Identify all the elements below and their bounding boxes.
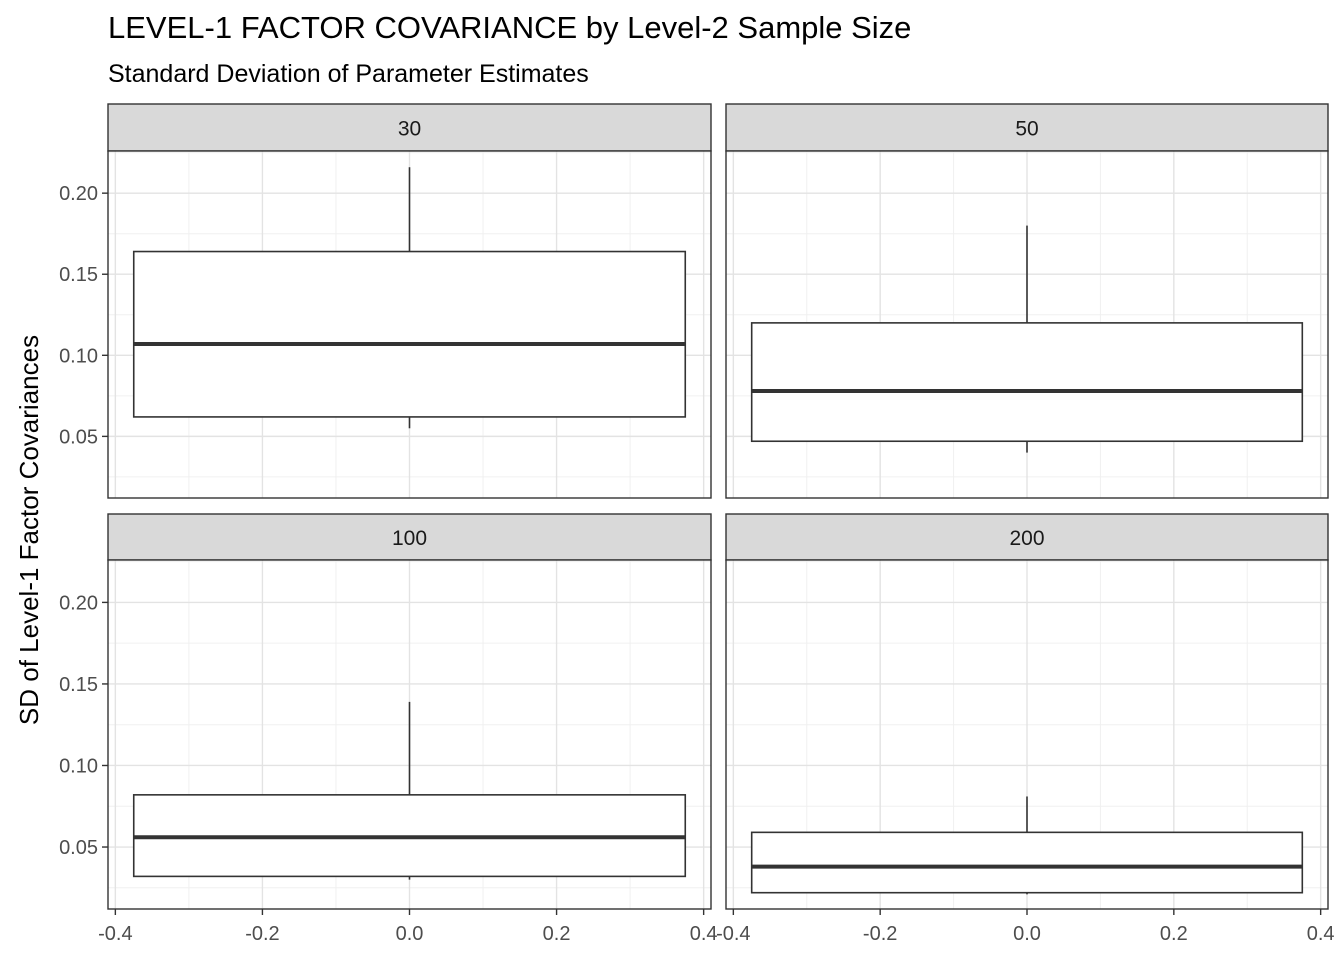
facet-strip-label: 200 <box>1009 527 1044 550</box>
box <box>132 250 687 418</box>
facet-strip <box>725 103 1329 152</box>
y-tick-label: 0.05 <box>59 426 98 448</box>
facet-strip-label: 100 <box>392 527 427 550</box>
facet-strip <box>107 513 712 561</box>
panel-border <box>725 150 1329 499</box>
y-tick-label: 0.15 <box>59 264 98 286</box>
y-tick-label: 0.05 <box>59 837 98 859</box>
x-tick-label: -0.2 <box>863 923 897 945</box>
x-tick-label: 0.0 <box>1013 923 1041 945</box>
facet-panel-50: 50 <box>725 103 1329 499</box>
y-tick-label: 0.20 <box>59 183 98 205</box>
box <box>750 831 1304 894</box>
x-tick-label: 0.4 <box>1307 923 1335 945</box>
y-tick-label: 0.10 <box>59 755 98 777</box>
chart-title: LEVEL-1 FACTOR COVARIANCE by Level-2 Sam… <box>108 10 912 45</box>
x-tick-label: 0.4 <box>690 923 718 945</box>
facet-panel-200: 200 -0.4 -0.2 0.0 0.2 0.4 <box>716 513 1335 945</box>
y-tick-label: 0.20 <box>59 592 98 614</box>
facet-panel-30: 30 0.05 0.10 0.15 0.20 <box>59 103 712 499</box>
facet-strip-label: 30 <box>398 118 421 141</box>
facet-strip-label: 50 <box>1015 118 1038 141</box>
facet-strip <box>725 513 1329 561</box>
x-tick-label: 0.0 <box>396 923 424 945</box>
x-tick-label: 0.2 <box>543 923 571 945</box>
x-tick-label: 0.2 <box>1160 923 1188 945</box>
facet-panel-100: 100 0.05 0.10 0.15 0.20 -0.4 -0.2 0.0 0.2 0.4 <box>59 513 718 945</box>
y-axis-label: SD of Level-1 Factor Covariances <box>14 335 44 725</box>
box <box>750 322 1304 443</box>
x-tick-label: -0.2 <box>245 923 279 945</box>
facet-panels: 30 0.05 0.10 0.15 0.20 50 100 0.05 0.10 0.15 0.20 -… <box>59 103 1335 945</box>
x-tick-label: -0.4 <box>716 923 750 945</box>
y-tick-label: 0.15 <box>59 674 98 696</box>
y-tick-label: 0.10 <box>59 345 98 367</box>
chart-subtitle: Standard Deviation of Parameter Estimate… <box>108 60 589 88</box>
x-tick-label: -0.4 <box>98 923 132 945</box>
panel-border <box>107 150 712 499</box>
